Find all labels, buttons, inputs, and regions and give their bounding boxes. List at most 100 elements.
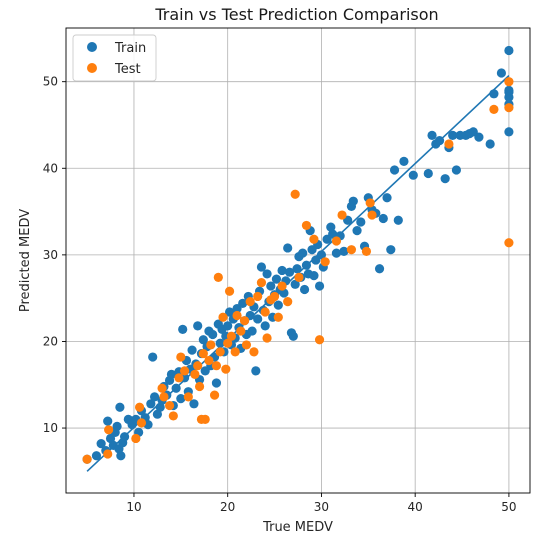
test-point <box>489 104 499 114</box>
train-point <box>434 135 445 146</box>
train-point <box>378 213 388 224</box>
test-point <box>193 361 203 371</box>
train-point <box>352 226 362 236</box>
y-tick-label: 30 <box>43 248 58 262</box>
test-point <box>273 312 283 322</box>
train-point <box>96 439 106 449</box>
train-point <box>290 279 300 289</box>
test-point <box>226 331 237 341</box>
test-point <box>253 291 263 302</box>
train-point <box>260 321 270 331</box>
train-point <box>115 402 125 412</box>
train-point <box>399 156 409 166</box>
train-point <box>266 281 276 291</box>
test-point <box>131 433 141 444</box>
train-point <box>178 324 188 334</box>
train-point <box>448 130 458 140</box>
x-tick-label: 10 <box>126 500 141 514</box>
train-point <box>251 366 261 376</box>
test-point <box>103 449 113 459</box>
test-point <box>314 335 325 345</box>
test-point <box>309 234 319 244</box>
train-point <box>504 45 514 56</box>
test-point <box>200 414 210 424</box>
test-point <box>194 381 205 392</box>
test-point <box>294 272 304 282</box>
train-point <box>189 399 199 409</box>
train-point <box>309 271 319 281</box>
train-point <box>112 421 122 431</box>
train-point <box>489 89 499 99</box>
train-point <box>504 92 514 102</box>
test-point <box>444 139 454 149</box>
train-point <box>299 284 310 295</box>
test-point <box>320 257 330 267</box>
train-point <box>339 246 349 257</box>
legend: Train Test <box>72 34 157 82</box>
train-point <box>149 392 160 402</box>
test-point <box>136 418 147 428</box>
test-point <box>346 245 357 255</box>
test-point <box>277 281 287 291</box>
train-point <box>116 451 126 461</box>
test-point <box>367 210 377 220</box>
train-point <box>408 170 418 180</box>
y-tick-label: 10 <box>43 421 58 435</box>
test-point <box>504 238 514 248</box>
train-point <box>331 248 342 258</box>
train-point <box>146 399 156 409</box>
train-point <box>273 300 283 310</box>
test-point <box>104 425 114 435</box>
train-point <box>247 326 257 336</box>
train-point <box>271 274 282 284</box>
test-point <box>157 383 167 393</box>
x-tick-label: 40 <box>408 500 423 514</box>
train-point <box>279 288 289 298</box>
train-point <box>504 127 514 137</box>
y-tick-label: 20 <box>43 334 58 348</box>
test-point <box>269 291 280 302</box>
test-point <box>183 392 193 402</box>
x-tick-label: 30 <box>314 500 329 514</box>
train-point <box>91 451 102 461</box>
train-point <box>152 409 162 419</box>
test-point <box>232 310 242 321</box>
train-point <box>451 165 462 175</box>
train-point <box>256 262 267 272</box>
legend-test-marker <box>87 63 97 73</box>
y-axis-ticks: 10 20 30 40 50 <box>43 75 66 435</box>
test-point <box>190 369 200 379</box>
test-point <box>159 392 169 402</box>
train-point <box>382 193 392 203</box>
train-point <box>187 345 197 355</box>
train-point <box>485 139 495 149</box>
test-point <box>218 312 228 322</box>
train-point <box>238 298 248 308</box>
test-point <box>283 297 293 307</box>
test-point <box>230 347 240 357</box>
test-point <box>223 338 233 348</box>
train-point <box>356 217 366 227</box>
train-point <box>193 321 203 331</box>
y-tick-label: 50 <box>43 75 58 89</box>
test-point <box>206 340 216 350</box>
test-point <box>213 272 223 282</box>
train-point <box>224 307 235 317</box>
train-point <box>155 402 165 412</box>
train-point <box>389 165 400 175</box>
train-point <box>423 168 433 179</box>
train-point <box>103 416 113 426</box>
train-point <box>283 243 293 253</box>
test-point <box>204 355 214 366</box>
test-series <box>82 77 514 464</box>
train-point <box>474 132 484 142</box>
test-point <box>260 307 270 317</box>
train-point <box>374 264 385 274</box>
train-point <box>262 269 272 279</box>
train-point <box>223 321 233 331</box>
test-point <box>361 246 372 257</box>
test-point <box>290 189 300 199</box>
test-point <box>236 326 246 336</box>
test-point <box>198 348 208 359</box>
